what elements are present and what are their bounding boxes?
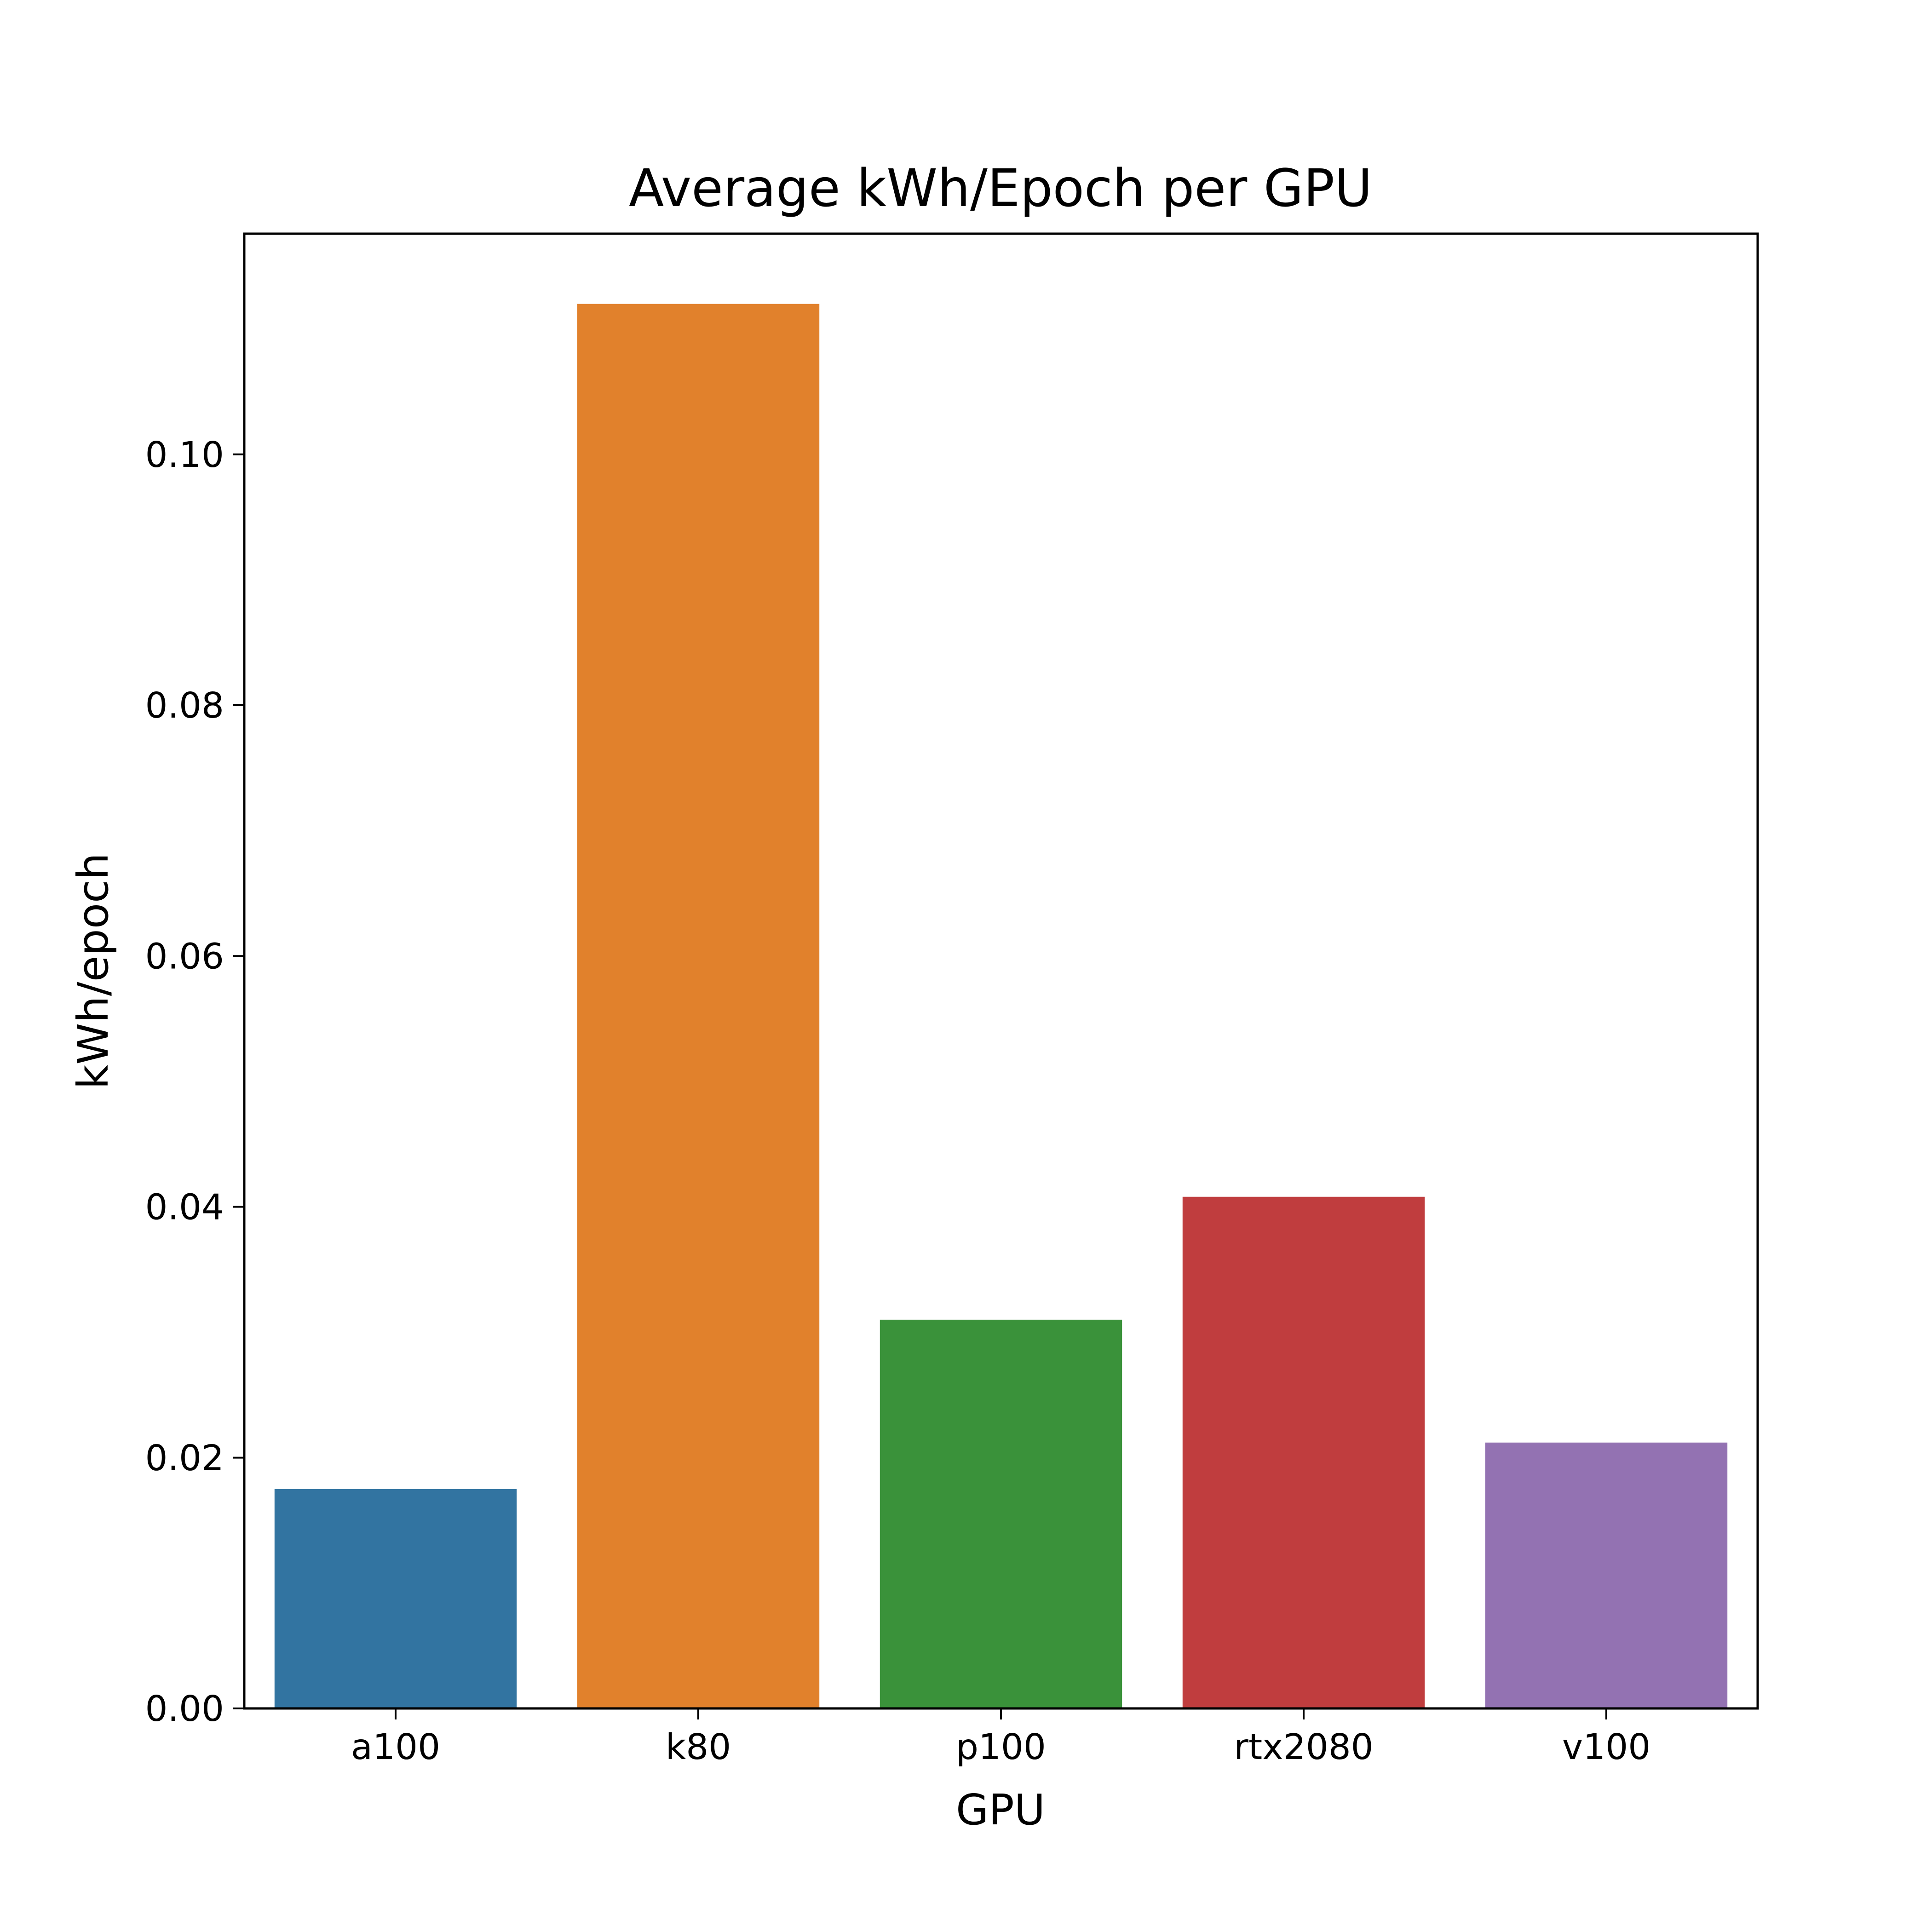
y-tick-label: 0.02 xyxy=(145,1438,224,1479)
y-tick-label: 0.04 xyxy=(145,1187,224,1228)
bar-rtx2080 xyxy=(1182,1196,1425,1708)
x-axis-ticks: a100 k80 p100 rtx2080 v100 xyxy=(351,1708,1650,1768)
y-tick-label: 0.10 xyxy=(145,435,224,476)
x-tick-label-k80: k80 xyxy=(666,1727,731,1768)
y-tick-label: 0.00 xyxy=(145,1689,224,1730)
y-tick-label: 0.06 xyxy=(145,936,224,977)
x-tick-label-p100: p100 xyxy=(956,1727,1046,1768)
y-axis-label: kWh/epoch xyxy=(69,853,118,1089)
chart-title: Average kWh/Epoch per GPU xyxy=(629,159,1372,218)
bar-k80 xyxy=(577,304,820,1708)
bars xyxy=(274,304,1728,1708)
x-tick-label-rtx2080: rtx2080 xyxy=(1234,1727,1373,1768)
y-axis-ticks: 0.00 0.02 0.04 0.06 0.08 0.10 xyxy=(145,435,244,1730)
y-tick-label: 0.08 xyxy=(145,685,224,726)
bar-p100 xyxy=(880,1319,1122,1708)
x-tick-label-a100: a100 xyxy=(351,1727,440,1768)
bar-v100 xyxy=(1485,1443,1728,1708)
plot-frame xyxy=(243,232,1759,1710)
x-tick-label-v100: v100 xyxy=(1562,1727,1651,1768)
x-axis-label: GPU xyxy=(956,1785,1045,1834)
bar-a100 xyxy=(274,1489,517,1708)
